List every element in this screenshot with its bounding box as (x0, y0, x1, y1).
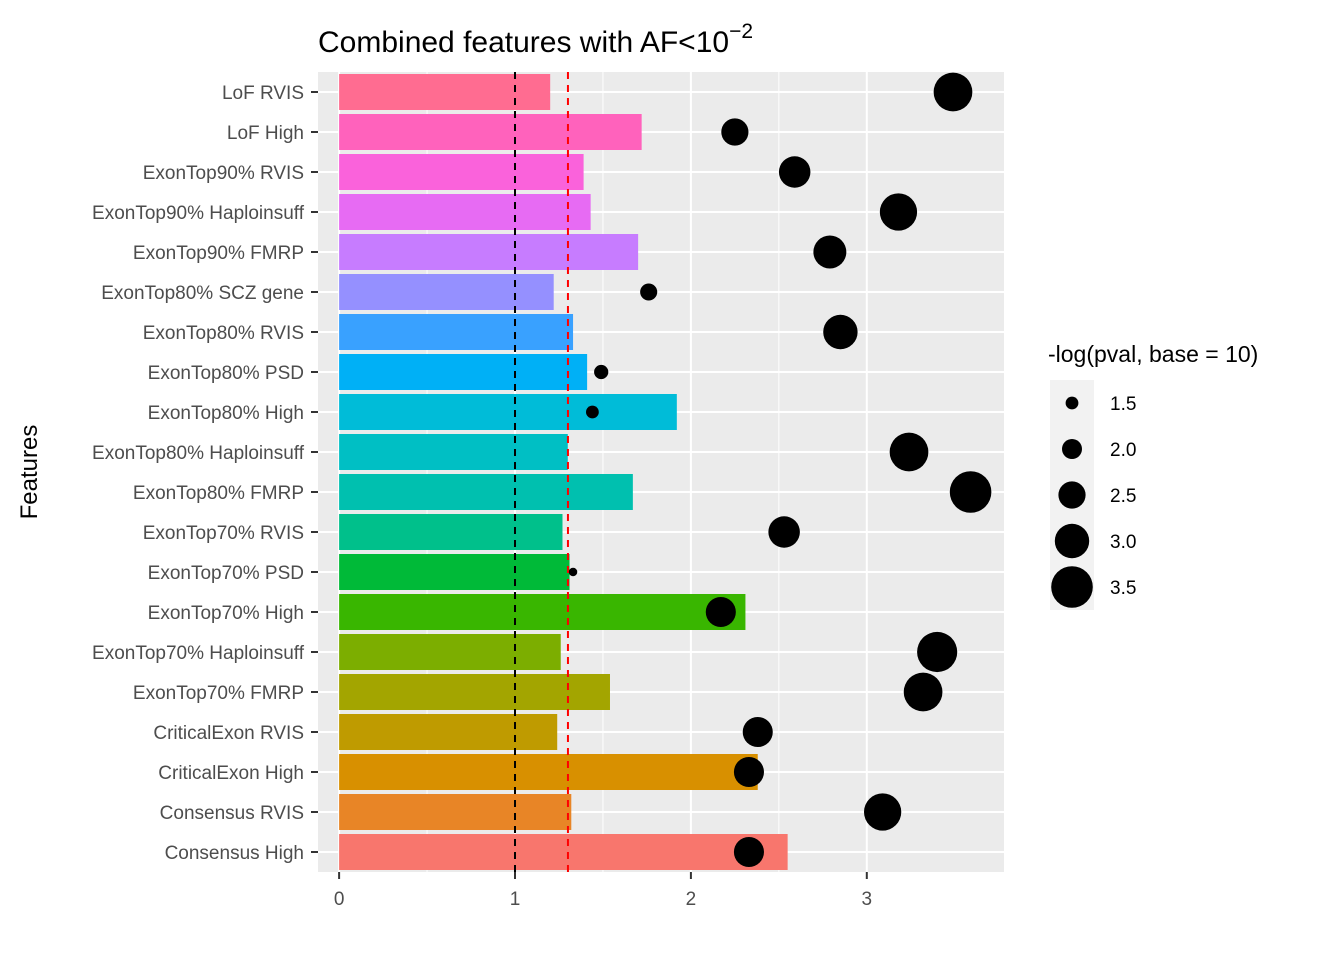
legend-label: 2.0 (1110, 440, 1136, 461)
y-tick-label: Consensus RVIS (160, 803, 304, 824)
bar (339, 754, 758, 790)
point (949, 471, 992, 513)
point (640, 283, 658, 301)
point (863, 793, 902, 831)
legend-title: -log(pval, base = 10) (1048, 341, 1258, 367)
legend-key-point (1054, 523, 1090, 559)
y-tick-label: ExonTop90% RVIS (143, 163, 304, 184)
bar (339, 114, 642, 150)
bar (339, 74, 551, 110)
y-tick-label: LoF High (227, 123, 304, 144)
y-tick-label: ExonTop70% PSD (148, 563, 304, 584)
bar (339, 194, 591, 230)
x-tick-label: 3 (862, 889, 873, 910)
point (778, 156, 811, 188)
y-tick-label: ExonTop80% Haploinsuff (92, 443, 305, 464)
point (768, 516, 800, 548)
chart-title: Combined features with AF<10−2 (318, 20, 753, 59)
y-tick-label: CriticalExon RVIS (153, 723, 304, 744)
legend-key-point (1065, 396, 1079, 410)
y-tick-label: ExonTop80% PSD (148, 363, 304, 384)
bar (339, 674, 610, 710)
legend-key-point (1062, 439, 1082, 459)
y-tick-label: ExonTop70% Haploinsuff (92, 643, 305, 664)
point (879, 193, 918, 231)
bar (339, 394, 677, 430)
bar (339, 474, 633, 510)
bar (339, 434, 568, 470)
bars (339, 74, 788, 870)
bar (339, 594, 746, 630)
bar (339, 354, 588, 390)
point (721, 118, 749, 146)
legend-key-point (1058, 481, 1086, 509)
x-axis: 0 1 2 3 (334, 872, 872, 910)
point (823, 314, 858, 350)
y-tick-label: LoF RVIS (222, 83, 304, 104)
chart-title-text: Combined features with AF<10 (318, 26, 729, 59)
bar (339, 154, 584, 190)
y-axis-label: Features (16, 425, 43, 520)
x-tick-label: 0 (334, 889, 345, 910)
point (903, 672, 943, 712)
x-tick-label: 1 (510, 889, 521, 910)
legend-label: 3.5 (1110, 578, 1136, 599)
y-tick-label: Consensus High (165, 843, 304, 864)
bar (339, 514, 563, 550)
y-tick-label: ExonTop70% FMRP (133, 683, 304, 704)
y-tick-label: ExonTop80% RVIS (143, 323, 304, 344)
points (568, 72, 992, 868)
point (813, 235, 847, 269)
bar (339, 714, 558, 750)
bar (339, 834, 788, 870)
y-tick-label: ExonTop80% FMRP (133, 483, 304, 504)
legend: -log(pval, base = 10) 1.5 2.0 2.5 3.0 3.5 (1048, 341, 1258, 610)
y-tick-label: CriticalExon High (158, 763, 304, 784)
legend-label: 2.5 (1110, 486, 1136, 507)
bar (339, 234, 639, 270)
y-tick-label: ExonTop70% High (148, 603, 304, 624)
y-tick-label: ExonTop90% FMRP (133, 243, 304, 264)
point (889, 432, 929, 472)
y-tick-label: ExonTop80% High (148, 403, 304, 424)
legend-key-point (1051, 566, 1093, 608)
chart-title-superscript: −2 (729, 20, 753, 43)
bar (339, 554, 570, 590)
y-tick-label: ExonTop90% Haploinsuff (92, 203, 305, 224)
bar (339, 634, 561, 670)
x-tick-label: 2 (686, 889, 697, 910)
bar (339, 794, 572, 830)
reference-lines (514, 72, 569, 872)
y-axis: LoF RVIS LoF High ExonTop90% RVIS ExonTop90… (92, 83, 318, 864)
point (586, 405, 599, 419)
plot-panel (318, 72, 1004, 872)
point (733, 836, 764, 868)
bar (339, 274, 554, 310)
point (568, 567, 578, 577)
point (933, 72, 973, 112)
point (594, 364, 609, 380)
y-tick-label: ExonTop80% SCZ gene (101, 283, 304, 304)
legend-label: 1.5 (1110, 394, 1136, 415)
legend-label: 3.0 (1110, 532, 1136, 553)
point (733, 756, 764, 788)
point (705, 596, 736, 628)
y-tick-label: ExonTop70% RVIS (143, 523, 304, 544)
point (917, 631, 958, 673)
point (742, 716, 773, 748)
bar (339, 314, 574, 350)
